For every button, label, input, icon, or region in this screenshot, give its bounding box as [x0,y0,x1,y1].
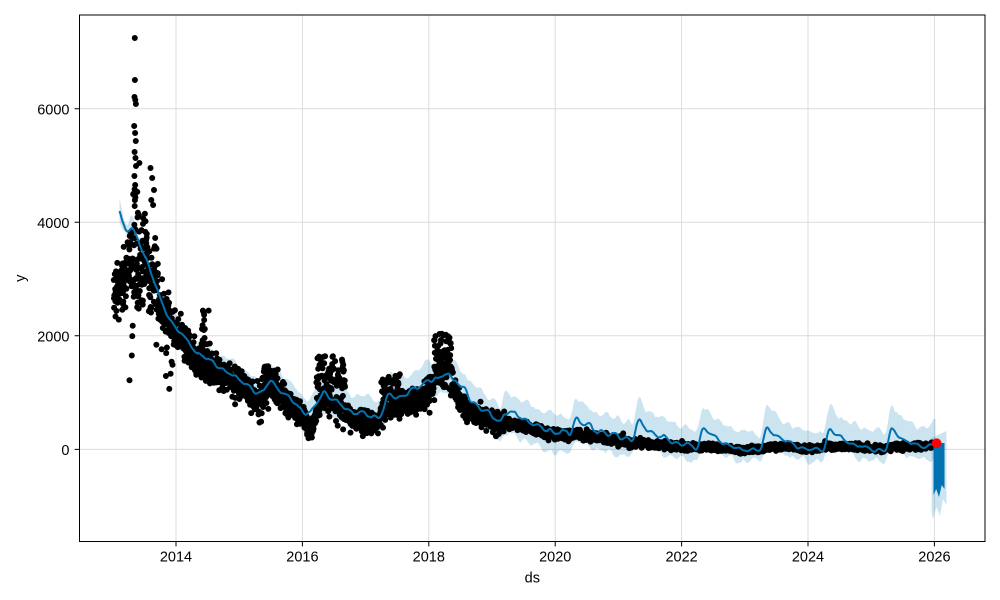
svg-text:2014: 2014 [160,550,192,566]
svg-text:2000: 2000 [37,330,69,346]
svg-text:4000: 4000 [37,216,69,232]
svg-text:0: 0 [61,443,69,459]
svg-text:y: y [13,274,29,282]
svg-text:2018: 2018 [413,550,445,566]
svg-text:2026: 2026 [918,550,950,566]
svg-text:2022: 2022 [665,550,697,566]
svg-text:ds: ds [525,570,540,586]
svg-text:2020: 2020 [539,550,571,566]
svg-text:2024: 2024 [792,550,824,566]
svg-text:2016: 2016 [286,550,318,566]
svg-text:6000: 6000 [37,103,69,119]
